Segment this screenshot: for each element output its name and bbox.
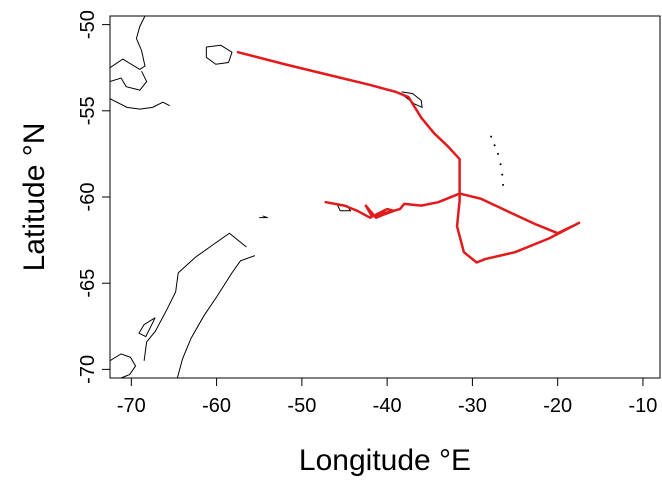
island-layer	[490, 135, 505, 186]
coastline-3	[205, 44, 233, 65]
coastline-2	[110, 98, 170, 110]
ship-track-layer	[236, 50, 581, 264]
x-tick-label: -50	[287, 395, 316, 417]
island-point-3	[499, 163, 502, 166]
coastline-10	[259, 215, 268, 219]
x-tick-label: -30	[458, 395, 487, 417]
island-point-4	[501, 173, 504, 176]
coastline-7	[176, 255, 256, 378]
coastline-6	[143, 232, 247, 361]
plot-frame	[109, 15, 661, 379]
y-tick-label: -70	[77, 355, 99, 384]
x-tick-label: -70	[117, 395, 146, 417]
y-tick-label: -55	[77, 96, 99, 125]
island-point-1	[493, 144, 496, 147]
x-tick-label: -20	[543, 395, 572, 417]
x-tick-label: -60	[202, 395, 231, 417]
y-axis: -50 -55 -60 -65 -70	[77, 10, 110, 384]
y-tick-label: -50	[77, 10, 99, 39]
y-tick-label: -65	[77, 269, 99, 298]
coastline-layer	[110, 16, 423, 378]
y-axis-title: Latitude °N	[18, 123, 51, 272]
island-point-0	[490, 135, 493, 138]
ship-track-line	[236, 50, 581, 264]
island-point-2	[496, 152, 499, 155]
coastline-1	[110, 70, 148, 91]
x-axis: -70 -60 -50 -40 -30 -20 -10	[117, 378, 657, 417]
x-tick-label: -10	[628, 395, 657, 417]
coastline-8	[138, 317, 156, 338]
island-point-5	[502, 183, 505, 186]
y-tick-label: -60	[77, 183, 99, 212]
coastline-0	[110, 16, 146, 71]
x-axis-title: Longitude °E	[299, 444, 471, 477]
coastline-9	[110, 353, 137, 378]
x-tick-label: -40	[373, 395, 402, 417]
